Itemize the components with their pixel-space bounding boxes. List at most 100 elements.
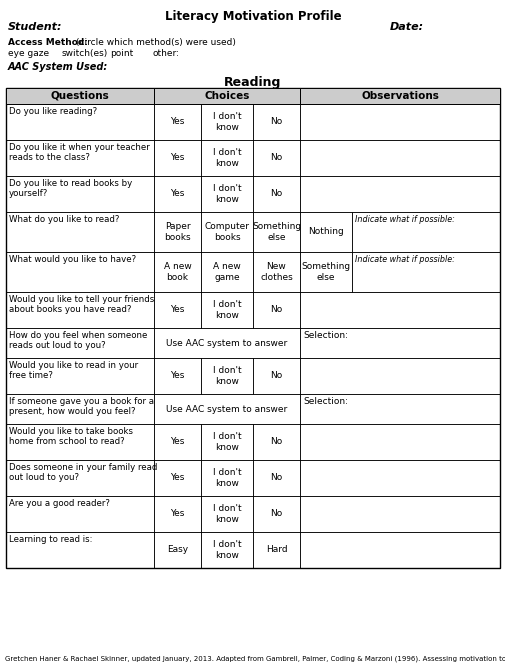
Bar xyxy=(252,252,299,292)
Text: switch(es): switch(es) xyxy=(62,49,108,58)
Text: What would you like to have?: What would you like to have? xyxy=(9,255,136,264)
Bar xyxy=(154,394,299,424)
Bar xyxy=(299,292,499,328)
Text: Observations: Observations xyxy=(361,91,438,101)
Text: Gretchen Haner & Rachael Skinner, updated January, 2013. Adapted from Gambrell, : Gretchen Haner & Rachael Skinner, update… xyxy=(5,655,505,662)
Bar xyxy=(299,460,499,496)
Bar xyxy=(154,104,200,140)
Bar xyxy=(6,176,154,212)
Bar xyxy=(6,328,154,358)
Bar xyxy=(154,532,200,568)
Text: I don't
know: I don't know xyxy=(212,300,241,320)
Text: No: No xyxy=(270,371,282,381)
Bar xyxy=(299,140,499,176)
Text: Hard: Hard xyxy=(265,545,287,555)
Bar xyxy=(6,292,154,328)
Bar xyxy=(351,252,499,292)
Text: I don't
know: I don't know xyxy=(212,366,241,386)
Text: Something
else: Something else xyxy=(251,222,300,242)
Text: Use AAC system to answer: Use AAC system to answer xyxy=(166,338,287,348)
Text: Computer
books: Computer books xyxy=(204,222,249,242)
Bar xyxy=(154,252,200,292)
Bar xyxy=(252,532,299,568)
Text: No: No xyxy=(270,306,282,314)
Bar xyxy=(6,460,154,496)
Bar xyxy=(200,176,252,212)
Bar xyxy=(200,424,252,460)
Bar xyxy=(154,460,200,496)
Bar xyxy=(6,88,154,104)
Bar xyxy=(200,358,252,394)
Text: No: No xyxy=(270,509,282,519)
Text: Yes: Yes xyxy=(170,117,184,127)
Bar xyxy=(154,328,299,358)
Text: Do you like to read books by
yourself?: Do you like to read books by yourself? xyxy=(9,179,132,198)
Bar xyxy=(6,394,154,424)
Text: Choices: Choices xyxy=(204,91,249,101)
Text: Are you a good reader?: Are you a good reader? xyxy=(9,499,110,508)
Text: A new
book: A new book xyxy=(163,262,191,281)
Bar xyxy=(299,532,499,568)
Bar xyxy=(6,252,154,292)
Bar xyxy=(299,212,351,252)
Text: A new
game: A new game xyxy=(213,262,240,281)
Bar xyxy=(154,424,200,460)
Text: I don't
know: I don't know xyxy=(212,113,241,132)
Bar xyxy=(252,140,299,176)
Text: Access Method:: Access Method: xyxy=(8,38,88,47)
Bar xyxy=(252,358,299,394)
Bar xyxy=(154,212,200,252)
Bar xyxy=(252,292,299,328)
Text: New
clothes: New clothes xyxy=(260,262,292,281)
Text: Selection:: Selection: xyxy=(302,397,347,406)
Bar xyxy=(154,176,200,212)
Text: Yes: Yes xyxy=(170,153,184,163)
Text: Do you like it when your teacher
reads to the class?: Do you like it when your teacher reads t… xyxy=(9,143,149,162)
Bar xyxy=(351,212,499,252)
Text: I don't
know: I don't know xyxy=(212,432,241,452)
Text: Date:: Date: xyxy=(389,22,423,32)
Bar xyxy=(200,252,252,292)
Bar xyxy=(299,328,499,358)
Bar xyxy=(299,496,499,532)
Bar xyxy=(200,460,252,496)
Text: No: No xyxy=(270,117,282,127)
Bar xyxy=(299,252,351,292)
Bar xyxy=(200,496,252,532)
Bar xyxy=(252,424,299,460)
Text: Indicate what if possible:: Indicate what if possible: xyxy=(355,255,454,264)
Text: Questions: Questions xyxy=(50,91,109,101)
Text: point: point xyxy=(110,49,133,58)
Bar xyxy=(252,104,299,140)
Text: No: No xyxy=(270,153,282,163)
Text: Indicate what if possible:: Indicate what if possible: xyxy=(355,215,454,224)
Text: Something
else: Something else xyxy=(301,262,350,281)
Text: Nothing: Nothing xyxy=(308,228,343,237)
Text: Yes: Yes xyxy=(170,371,184,381)
Text: (circle which method(s) were used): (circle which method(s) were used) xyxy=(76,38,235,47)
Text: How do you feel when someone
reads out loud to you?: How do you feel when someone reads out l… xyxy=(9,331,147,350)
Bar xyxy=(154,292,200,328)
Bar xyxy=(299,104,499,140)
Text: I don't
know: I don't know xyxy=(212,148,241,168)
Text: other:: other: xyxy=(153,49,180,58)
Bar xyxy=(6,104,154,140)
Bar xyxy=(6,88,499,568)
Text: Yes: Yes xyxy=(170,509,184,519)
Bar xyxy=(299,88,499,104)
Text: Does someone in your family read
out loud to you?: Does someone in your family read out lou… xyxy=(9,463,157,482)
Text: I don't
know: I don't know xyxy=(212,505,241,524)
Text: Yes: Yes xyxy=(170,474,184,482)
Text: Yes: Yes xyxy=(170,306,184,314)
Text: Use AAC system to answer: Use AAC system to answer xyxy=(166,405,287,413)
Text: Selection:: Selection: xyxy=(302,331,347,340)
Text: Would you like to tell your friends
about books you have read?: Would you like to tell your friends abou… xyxy=(9,295,154,314)
Text: Reading: Reading xyxy=(224,76,281,89)
Text: Do you like reading?: Do you like reading? xyxy=(9,107,97,116)
Text: No: No xyxy=(270,474,282,482)
Text: AAC System Used:: AAC System Used: xyxy=(8,62,108,72)
Bar xyxy=(299,424,499,460)
Bar xyxy=(200,140,252,176)
Text: Learning to read is:: Learning to read is: xyxy=(9,535,92,544)
Bar xyxy=(299,358,499,394)
